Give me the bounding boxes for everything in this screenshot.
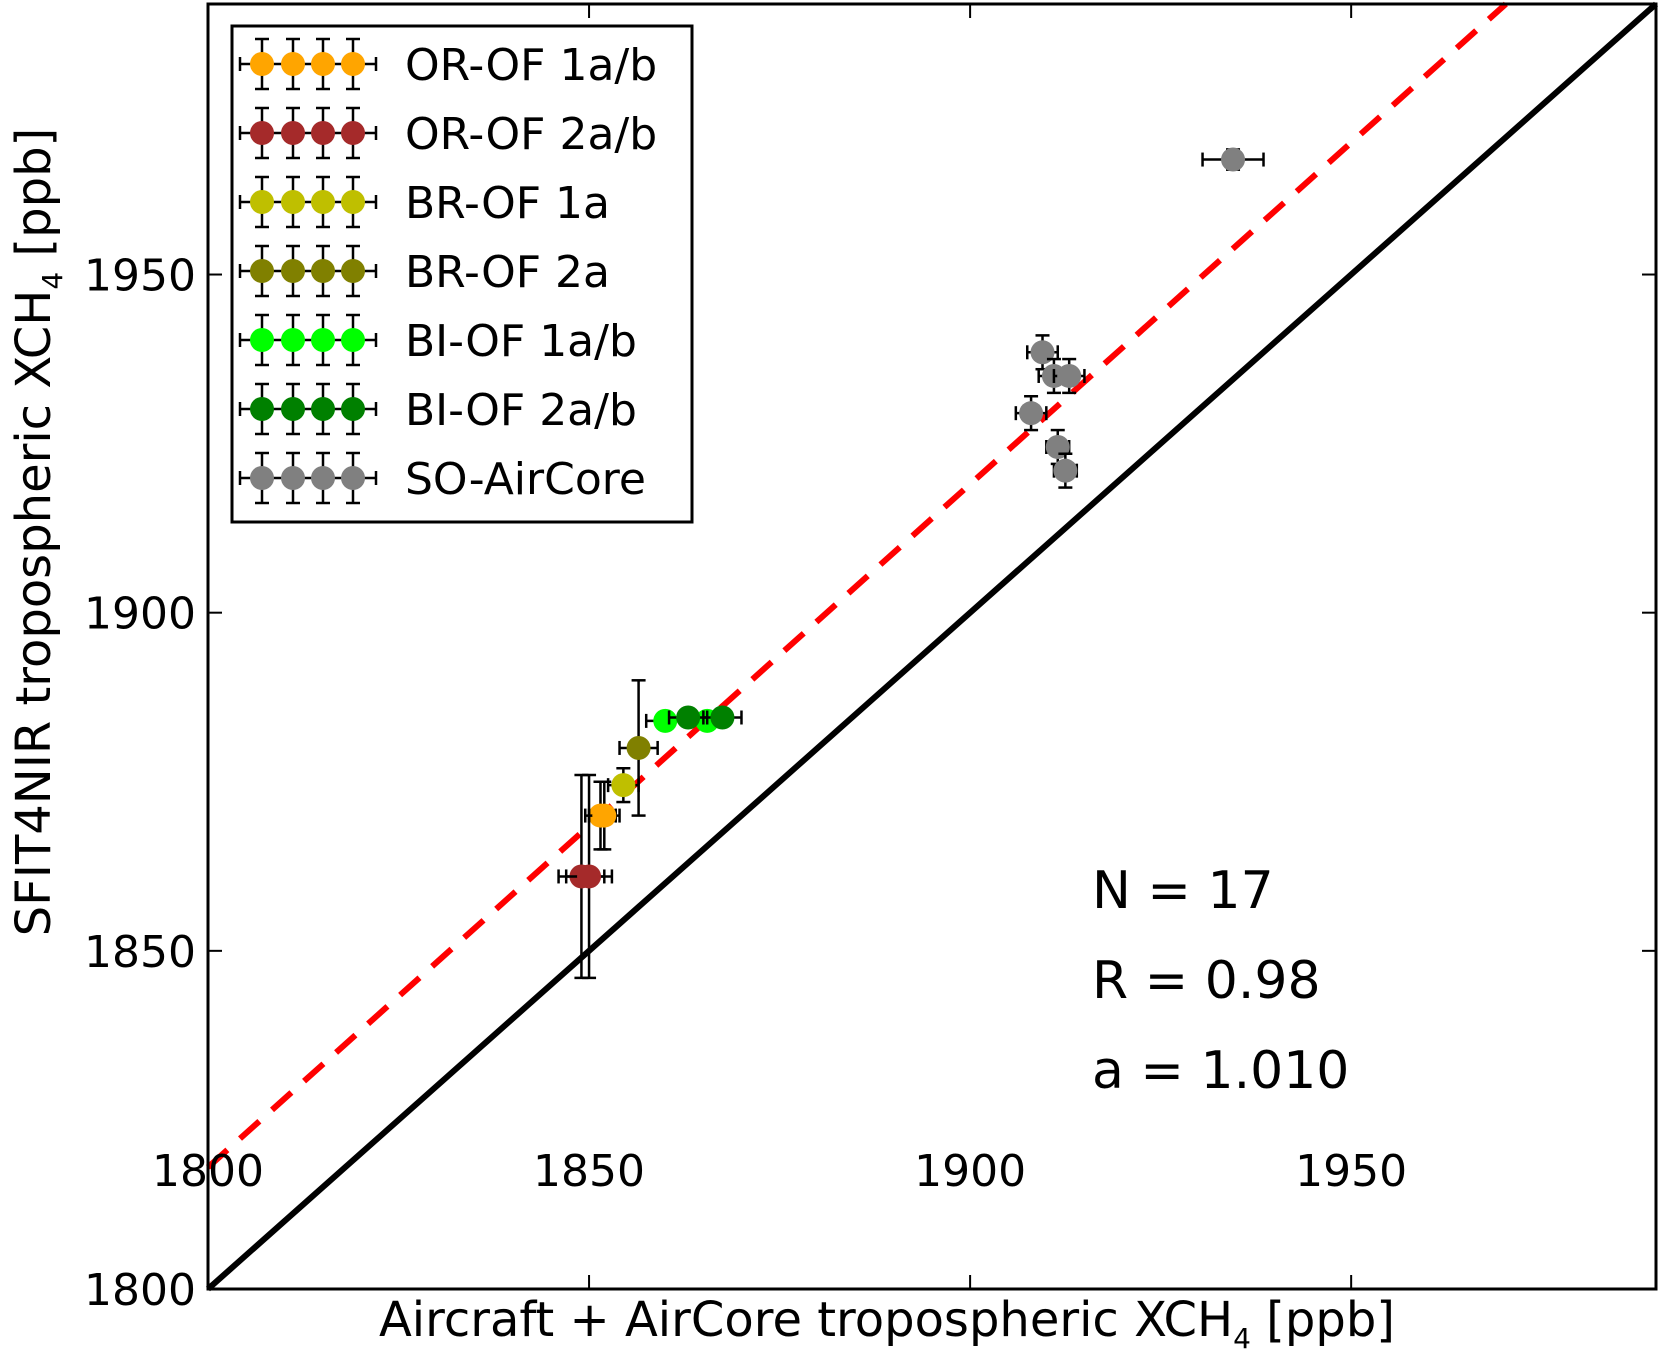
point-marker — [1019, 401, 1044, 426]
legend-label: BI-OF 1a/b — [405, 316, 637, 367]
legend: OR-OF 1a/b OR-OF 2a/b BR-OF 1a BR-OF 2a BI-O… — [230, 24, 694, 524]
stat-a: a = 1.010 — [1092, 1041, 1349, 1101]
point-marker — [676, 705, 701, 730]
x-tick-label: 1950 — [1295, 1146, 1407, 1197]
stat-n: N = 17 — [1092, 861, 1274, 921]
legend-label: OR-OF 2a/b — [405, 109, 657, 160]
legend-entry: OR-OF 1a/b — [238, 37, 657, 91]
data-point — [1201, 147, 1265, 172]
legend-marker — [281, 52, 305, 76]
legend-marker — [281, 328, 305, 352]
legend-marker — [250, 259, 274, 283]
point-marker — [1030, 340, 1055, 365]
point-marker — [577, 864, 602, 889]
legend-marker — [311, 190, 335, 214]
legend-entry: BR-OF 1a — [238, 175, 610, 229]
legend-marker — [250, 397, 274, 421]
legend-marker — [250, 190, 274, 214]
point-marker — [1057, 363, 1082, 388]
data-point — [667, 705, 709, 730]
point-marker — [653, 708, 678, 733]
legend-marker — [341, 466, 365, 490]
legend-marker — [250, 121, 274, 145]
stat-r: R = 0.98 — [1092, 951, 1321, 1011]
data-point — [702, 705, 743, 730]
legend-marker — [281, 259, 305, 283]
legend-label: SO-AirCore — [405, 454, 646, 505]
data-point — [1052, 452, 1079, 489]
y-tick-label: 1900 — [84, 589, 196, 640]
point-marker — [611, 773, 636, 798]
axis-ticks: 1800 1850 1900 1950 1800 1850 1900 1950 — [84, 4, 1656, 1316]
legend-entry: BR-OF 2a — [238, 244, 610, 298]
legend-marker — [311, 121, 335, 145]
point-marker — [710, 705, 735, 730]
legend-marker — [250, 52, 274, 76]
point-marker — [1053, 458, 1078, 483]
reference-lines — [205, 1, 1658, 1292]
legend-label: OR-OF 1a/b — [405, 40, 657, 91]
legend-label: BR-OF 1a — [405, 178, 610, 229]
legend-marker — [311, 328, 335, 352]
data-point — [606, 766, 640, 804]
data-point — [618, 679, 659, 817]
y-axis-label: SFIT4NIR tropospheric XCH4 [ppb] — [6, 128, 69, 937]
data-point — [564, 773, 614, 980]
legend-marker — [281, 466, 305, 490]
point-marker — [592, 803, 617, 828]
y-tick-label: 1950 — [84, 251, 196, 302]
legend-marker — [281, 121, 305, 145]
legend-marker — [311, 259, 335, 283]
legend-box — [230, 24, 694, 524]
legend-marker — [341, 328, 365, 352]
legend-marker — [311, 397, 335, 421]
x-axis-label: Aircraft + AirCore tropospheric XCH4 [pp… — [379, 1292, 1395, 1349]
point-marker — [1221, 147, 1246, 172]
data-points — [557, 147, 1265, 980]
legend-marker — [311, 466, 335, 490]
legend-marker — [341, 259, 365, 283]
legend-marker — [341, 52, 365, 76]
y-tick-label: 1850 — [84, 927, 196, 978]
y-tick-label: 1800 — [84, 1265, 196, 1316]
legend-entry: BI-OF 2a/b — [238, 382, 637, 436]
legend-entry: SO-AirCore — [238, 451, 646, 505]
legend-entry: BI-OF 1a/b — [238, 313, 637, 367]
legend-marker — [250, 328, 274, 352]
plot-frame — [206, 2, 1658, 1291]
x-tick-label: 1900 — [914, 1146, 1026, 1197]
legend-marker — [281, 397, 305, 421]
data-point — [1052, 357, 1086, 395]
x-tick-label: 1850 — [533, 1146, 645, 1197]
legend-marker — [341, 121, 365, 145]
legend-entry: OR-OF 2a/b — [238, 106, 657, 160]
legend-label: BR-OF 2a — [405, 247, 610, 298]
legend-marker — [341, 397, 365, 421]
one-to-one-line — [206, 1, 1658, 1292]
legend-marker — [311, 52, 335, 76]
legend-marker — [341, 190, 365, 214]
legend-marker — [281, 190, 305, 214]
legend-marker — [250, 466, 274, 490]
legend-label: BI-OF 2a/b — [405, 385, 637, 436]
point-marker — [626, 735, 651, 760]
fit-line — [205, 1, 1508, 1170]
data-point — [1014, 395, 1048, 432]
x-tick-label: 1800 — [152, 1146, 264, 1197]
